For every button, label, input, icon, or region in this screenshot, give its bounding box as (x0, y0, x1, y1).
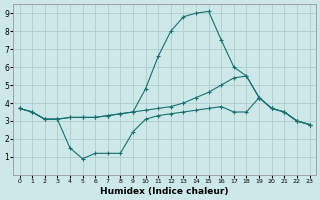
X-axis label: Humidex (Indice chaleur): Humidex (Indice chaleur) (100, 187, 229, 196)
